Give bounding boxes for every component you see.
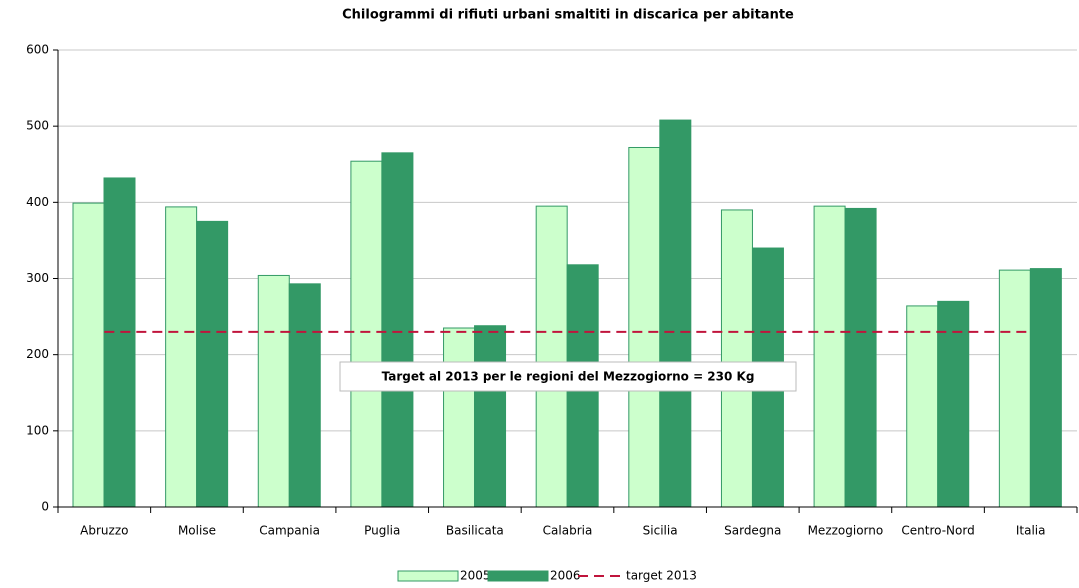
y-tick-label: 0 xyxy=(41,500,49,514)
y-tick-label: 300 xyxy=(26,271,49,285)
bar xyxy=(906,305,939,508)
x-tick-label: Molise xyxy=(178,524,216,538)
bar xyxy=(103,177,136,508)
y-tick-label: 200 xyxy=(26,347,49,361)
bar xyxy=(72,202,105,508)
bar xyxy=(720,209,753,508)
x-tick-label: Puglia xyxy=(364,524,400,538)
x-tick-label: Sardegna xyxy=(724,524,781,538)
x-tick-label: Centro-Nord xyxy=(901,524,974,538)
legend-label: 2005 xyxy=(460,569,491,583)
bar xyxy=(474,325,507,508)
x-tick-label: Basilicata xyxy=(446,524,504,538)
bar xyxy=(288,283,321,508)
bar xyxy=(443,327,476,508)
bar xyxy=(381,152,414,508)
y-tick-label: 100 xyxy=(26,423,49,437)
x-tick-label: Italia xyxy=(1016,524,1046,538)
annotation: Target al 2013 per le regioni del Mezzog… xyxy=(382,370,755,384)
annotation-box xyxy=(339,361,797,392)
bar xyxy=(628,146,661,508)
bar xyxy=(844,207,877,508)
legend-label: 2006 xyxy=(550,569,581,583)
bar xyxy=(1029,268,1062,508)
x-tick-label: Campania xyxy=(259,524,320,538)
x-tick-label: Mezzogiorno xyxy=(808,524,884,538)
y-tick-label: 500 xyxy=(26,119,49,133)
bar xyxy=(813,205,846,508)
legend-swatch xyxy=(397,570,459,582)
y-tick-label: 400 xyxy=(26,195,49,209)
legend-swatch xyxy=(487,570,549,582)
x-tick-label: Sicilia xyxy=(643,524,678,538)
bar xyxy=(535,205,568,508)
x-tick-label: Calabria xyxy=(543,524,593,538)
bar xyxy=(165,206,198,508)
bar xyxy=(998,269,1031,508)
x-tick-label: Abruzzo xyxy=(80,524,128,538)
y-tick-label: 600 xyxy=(26,43,49,57)
legend-label: target 2013 xyxy=(626,569,697,583)
bar xyxy=(659,119,692,508)
chart-title: Chilogrammi di rifiuti urbani smaltiti i… xyxy=(342,8,794,23)
bar xyxy=(196,220,229,508)
bar xyxy=(350,160,383,508)
bar xyxy=(257,274,290,508)
